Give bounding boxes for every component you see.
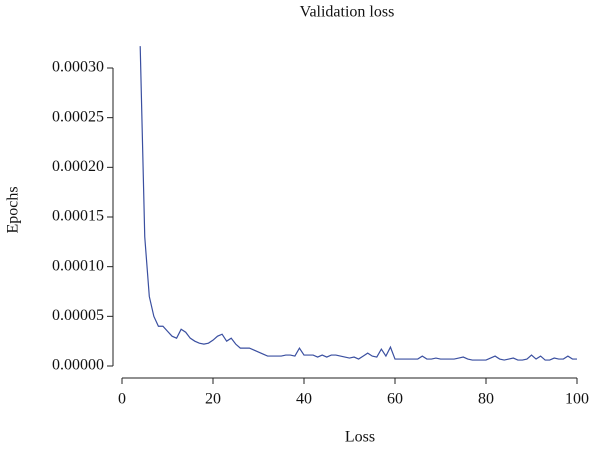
y-tick-label: 0.00030 <box>52 59 104 76</box>
y-tick-label: 0.00020 <box>52 158 104 175</box>
x-tick-label: 60 <box>387 391 403 408</box>
x-tick-label: 40 <box>296 391 312 408</box>
y-tick-label: 0.00025 <box>52 108 104 125</box>
line-series <box>139 46 577 361</box>
x-tick-label: 20 <box>205 391 221 408</box>
chart-title: Validation loss <box>300 4 395 21</box>
x-axis-label: Loss <box>345 429 375 446</box>
y-tick-label: 0.00005 <box>52 307 104 324</box>
x-tick-label: 0 <box>118 391 126 408</box>
x-tick-label: 100 <box>565 391 589 408</box>
y-tick-label: 0.00010 <box>52 257 104 274</box>
y-tick-label: 0.00015 <box>52 208 104 225</box>
y-tick-label: 0.00000 <box>52 357 104 374</box>
y-axis-label: Epochs <box>5 186 22 233</box>
x-tick-label: 80 <box>478 391 494 408</box>
